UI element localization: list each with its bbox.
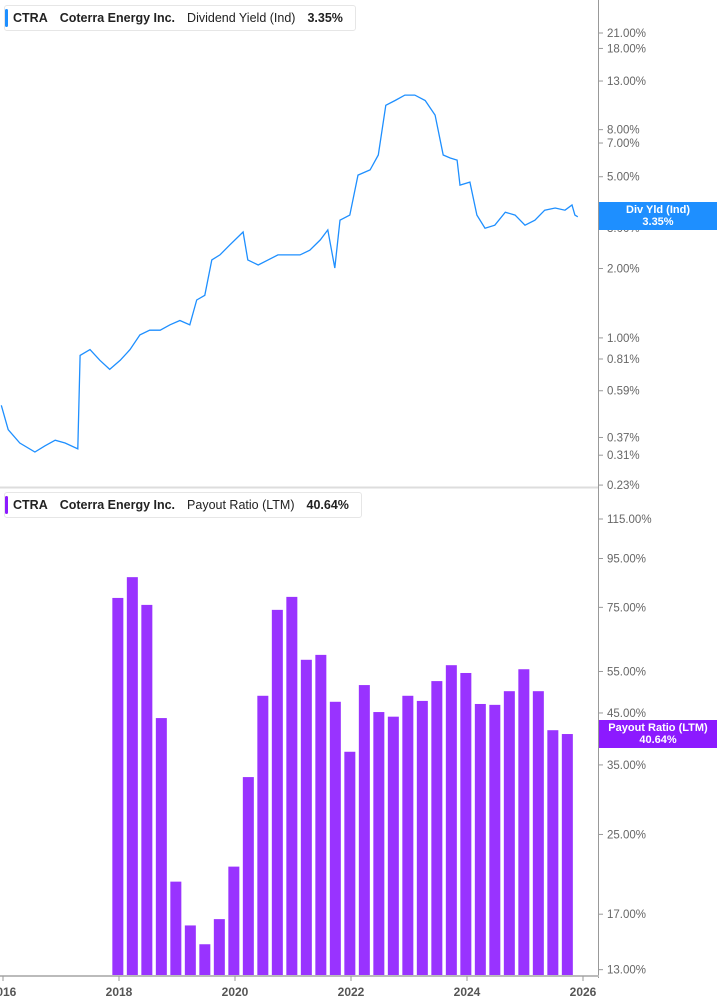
payout-tag-value: 40.64% xyxy=(639,734,677,746)
legend-company: Coterra Energy Inc. xyxy=(59,11,176,25)
bottom-legend: CTRA Coterra Energy Inc. Payout Ratio (L… xyxy=(4,492,362,518)
y-tick-label: 0.81% xyxy=(607,354,640,366)
payout-bar[interactable] xyxy=(271,609,283,975)
payout-bar[interactable] xyxy=(387,716,399,975)
y-tick-label: 45.00% xyxy=(607,708,646,720)
payout-bar[interactable] xyxy=(228,866,240,975)
payout-bar[interactable] xyxy=(489,704,501,975)
legend-metric: Dividend Yield (Ind) xyxy=(187,11,296,25)
payout-bar[interactable] xyxy=(532,691,544,975)
y-tick-label: 8.00% xyxy=(607,125,640,137)
payout-bar[interactable] xyxy=(445,665,457,975)
payout-bar[interactable] xyxy=(561,734,573,975)
payout-value-tag: Payout Ratio (LTM) 40.64% xyxy=(599,720,717,748)
y-tick-label: 0.59% xyxy=(607,386,640,398)
payout-bar[interactable] xyxy=(170,881,182,975)
x-tick-label: 2016 xyxy=(0,985,17,999)
payout-bar[interactable] xyxy=(329,701,341,975)
y-tick-label: 7.00% xyxy=(607,138,640,150)
y-tick-label: 18.00% xyxy=(607,43,646,55)
y-tick-label: 21.00% xyxy=(607,28,646,40)
payout-bar[interactable] xyxy=(213,919,225,975)
y-tick-label: 25.00% xyxy=(607,829,646,841)
payout-bar[interactable] xyxy=(431,681,443,975)
x-tick-label: 2020 xyxy=(222,985,249,999)
payout-bar[interactable] xyxy=(257,695,269,975)
y-tick-label: 0.31% xyxy=(607,450,640,462)
top-y-ticks: 21.00%18.00%13.00%8.00%7.00%5.00%3.00%2.… xyxy=(598,28,646,492)
payout-bar[interactable] xyxy=(300,659,312,975)
payout-bar[interactable] xyxy=(416,700,428,975)
y-tick-label: 0.37% xyxy=(607,432,640,444)
dividend-yield-line[interactable] xyxy=(0,94,579,453)
x-tick-label: 2024 xyxy=(454,985,481,999)
payout-bar[interactable] xyxy=(199,944,211,975)
y-tick-label: 1.00% xyxy=(607,333,640,345)
y-tick-label: 55.00% xyxy=(607,666,646,678)
legend-company: Coterra Energy Inc. xyxy=(59,498,176,512)
payout-bars xyxy=(112,577,573,975)
payout-bar[interactable] xyxy=(315,654,327,975)
legend-ticker: CTRA xyxy=(13,498,48,512)
x-tick-label: 2026 xyxy=(570,985,597,999)
payout-bar[interactable] xyxy=(503,691,515,975)
y-tick-label: 115.00% xyxy=(607,514,652,526)
payout-bar[interactable] xyxy=(547,730,559,975)
y-tick-label: 75.00% xyxy=(607,602,646,614)
y-tick-label: 0.23% xyxy=(607,480,640,492)
yield-tag-label: Div Yld (Ind) xyxy=(626,204,690,216)
yield-value-tag: Div Yld (Ind) 3.35% xyxy=(599,202,717,230)
legend-metric: Payout Ratio (LTM) xyxy=(187,498,295,512)
y-tick-label: 17.00% xyxy=(607,909,646,921)
payout-bar[interactable] xyxy=(155,718,167,975)
x-tick-label: 2018 xyxy=(106,985,133,999)
payout-bar[interactable] xyxy=(344,751,356,975)
y-tick-label: 5.00% xyxy=(607,172,640,184)
payout-legend-swatch xyxy=(5,496,8,514)
payout-bar[interactable] xyxy=(474,703,486,975)
payout-tag-label: Payout Ratio (LTM) xyxy=(608,722,708,734)
payout-bar[interactable] xyxy=(460,672,472,975)
payout-bar[interactable] xyxy=(242,777,254,975)
legend-value: 3.35% xyxy=(307,11,343,25)
payout-bar[interactable] xyxy=(358,685,370,975)
x-tick-label: 2022 xyxy=(338,985,365,999)
legend-ticker: CTRA xyxy=(13,11,48,25)
y-tick-label: 2.00% xyxy=(607,263,640,275)
y-tick-label: 13.00% xyxy=(607,965,646,977)
payout-bar[interactable] xyxy=(141,604,153,975)
yield-tag-value: 3.35% xyxy=(642,216,674,228)
y-tick-label: 95.00% xyxy=(607,553,646,565)
payout-bar[interactable] xyxy=(518,669,530,975)
payout-bar[interactable] xyxy=(112,597,124,975)
legend-value: 40.64% xyxy=(306,498,349,512)
y-tick-label: 13.00% xyxy=(607,76,646,88)
y-tick-label: 35.00% xyxy=(607,760,646,772)
payout-bar[interactable] xyxy=(126,577,138,975)
bottom-y-ticks: 115.00% 95.00% 75.00% 55.00% 45.00% 35.00% 25.… xyxy=(598,514,652,977)
payout-bar[interactable] xyxy=(184,925,196,975)
yield-legend-swatch xyxy=(5,9,8,27)
payout-bar[interactable] xyxy=(286,596,298,975)
top-legend: CTRA Coterra Energy Inc. Dividend Yield … xyxy=(4,5,356,31)
payout-bar[interactable] xyxy=(402,695,414,975)
payout-bar[interactable] xyxy=(373,712,385,975)
x-ticks: 2016 2018 2020 2022 2024 2026 xyxy=(0,976,597,999)
